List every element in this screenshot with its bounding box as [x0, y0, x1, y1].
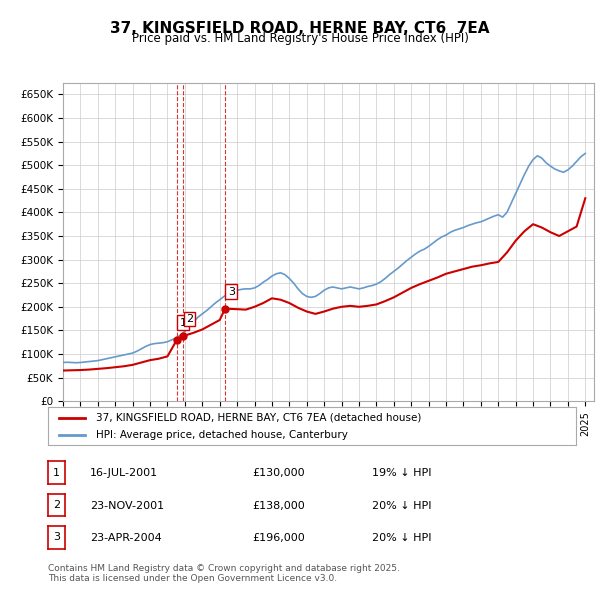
Text: 37, KINGSFIELD ROAD, HERNE BAY, CT6 7EA (detached house): 37, KINGSFIELD ROAD, HERNE BAY, CT6 7EA …: [95, 413, 421, 423]
Text: £138,000: £138,000: [252, 501, 305, 510]
Text: 37, KINGSFIELD ROAD, HERNE BAY, CT6  7EA: 37, KINGSFIELD ROAD, HERNE BAY, CT6 7EA: [110, 21, 490, 35]
Text: 3: 3: [53, 533, 60, 542]
Text: £196,000: £196,000: [252, 533, 305, 543]
Text: 16-JUL-2001: 16-JUL-2001: [90, 468, 158, 478]
Text: 23-APR-2004: 23-APR-2004: [90, 533, 162, 543]
Text: 20% ↓ HPI: 20% ↓ HPI: [372, 533, 431, 543]
Text: 2: 2: [186, 314, 193, 324]
Text: HPI: Average price, detached house, Canterbury: HPI: Average price, detached house, Cant…: [95, 430, 347, 440]
Text: £130,000: £130,000: [252, 468, 305, 478]
Text: Contains HM Land Registry data © Crown copyright and database right 2025.
This d: Contains HM Land Registry data © Crown c…: [48, 563, 400, 583]
Text: 20% ↓ HPI: 20% ↓ HPI: [372, 501, 431, 510]
Text: 1: 1: [53, 468, 60, 477]
Text: 23-NOV-2001: 23-NOV-2001: [90, 501, 164, 510]
Text: 2: 2: [53, 500, 60, 510]
Text: 19% ↓ HPI: 19% ↓ HPI: [372, 468, 431, 478]
Text: 1: 1: [179, 317, 187, 327]
Text: Price paid vs. HM Land Registry's House Price Index (HPI): Price paid vs. HM Land Registry's House …: [131, 32, 469, 45]
Text: 3: 3: [227, 287, 235, 297]
